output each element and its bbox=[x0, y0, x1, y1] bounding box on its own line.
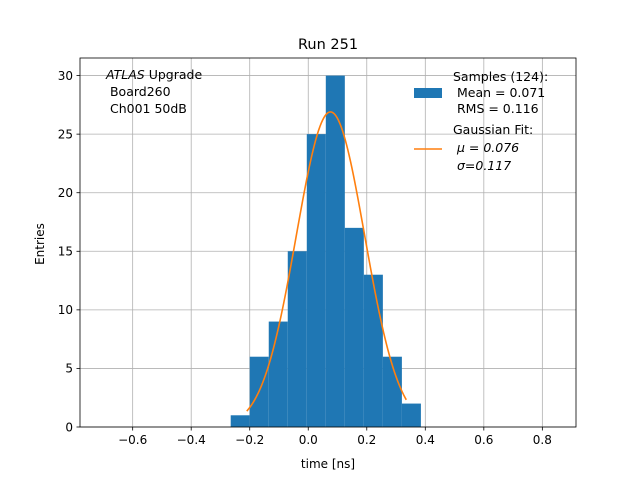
histogram-bar bbox=[306, 134, 326, 427]
annotation-line-board: Board260 bbox=[106, 84, 171, 99]
y-tick-label: 30 bbox=[58, 69, 73, 83]
histogram-bar bbox=[382, 356, 402, 427]
histogram-bar bbox=[287, 251, 307, 427]
gaussian-fit bbox=[246, 111, 407, 412]
legend: Samples (124): Mean = 0.071 RMS = 0.116 … bbox=[414, 69, 548, 173]
x-tick-label: 0.4 bbox=[416, 433, 435, 447]
histogram-bar bbox=[325, 75, 345, 428]
legend-fit-sigma: σ=0.117 bbox=[453, 158, 511, 173]
x-tick-label: 0.6 bbox=[474, 433, 493, 447]
legend-marker-samples bbox=[414, 88, 442, 98]
legend-fit-header: Gaussian Fit: bbox=[453, 122, 533, 137]
histogram-bar bbox=[268, 321, 288, 427]
legend-samples-header: Samples (124): bbox=[453, 69, 548, 84]
x-tick-label: −0.2 bbox=[235, 433, 264, 447]
histogram-bar bbox=[363, 274, 383, 427]
x-tick-label: −0.4 bbox=[177, 433, 206, 447]
legend-samples-rms: RMS = 0.116 bbox=[453, 101, 539, 116]
y-tick-label: 15 bbox=[58, 245, 73, 259]
x-axis-label: time [ns] bbox=[301, 457, 355, 471]
y-tick-label: 25 bbox=[58, 127, 73, 141]
fit-curve bbox=[246, 111, 407, 412]
legend-samples-mean: Mean = 0.071 bbox=[453, 85, 545, 100]
axis-ticks: −0.6 −0.4 −0.2 0.0 0.2 0.4 0.6 0.8 0 5 10 15 20 25 30 bbox=[58, 69, 552, 447]
annotation-experiment-name: ATLAS bbox=[105, 67, 145, 82]
plot-frame bbox=[79, 57, 577, 428]
histogram-bars bbox=[230, 75, 421, 428]
y-axis-label: Entries bbox=[33, 223, 47, 265]
x-tick-label: 0.0 bbox=[299, 433, 318, 447]
annotation-line-channel: Ch001 50dB bbox=[106, 101, 187, 116]
x-tick-label: 0.8 bbox=[533, 433, 552, 447]
histogram-bar bbox=[230, 415, 250, 427]
y-tick-label: 0 bbox=[65, 420, 73, 434]
chart-title: Run 251 bbox=[298, 37, 358, 53]
legend-fit-mu: μ = 0.076 bbox=[453, 140, 519, 155]
x-tick-label: 0.2 bbox=[357, 433, 376, 447]
y-tick-label: 5 bbox=[65, 362, 73, 376]
y-tick-label: 20 bbox=[58, 186, 73, 200]
annotation-text: ATLAS Upgrade Board260 Ch001 50dB bbox=[105, 67, 202, 116]
annotation-line-experiment: ATLAS Upgrade bbox=[105, 67, 202, 82]
x-tick-label: −0.6 bbox=[118, 433, 147, 447]
annotation-experiment-suffix: Upgrade bbox=[145, 67, 203, 82]
histogram-bar bbox=[344, 227, 364, 427]
y-tick-label: 10 bbox=[58, 303, 73, 317]
histogram-bar bbox=[401, 403, 421, 427]
